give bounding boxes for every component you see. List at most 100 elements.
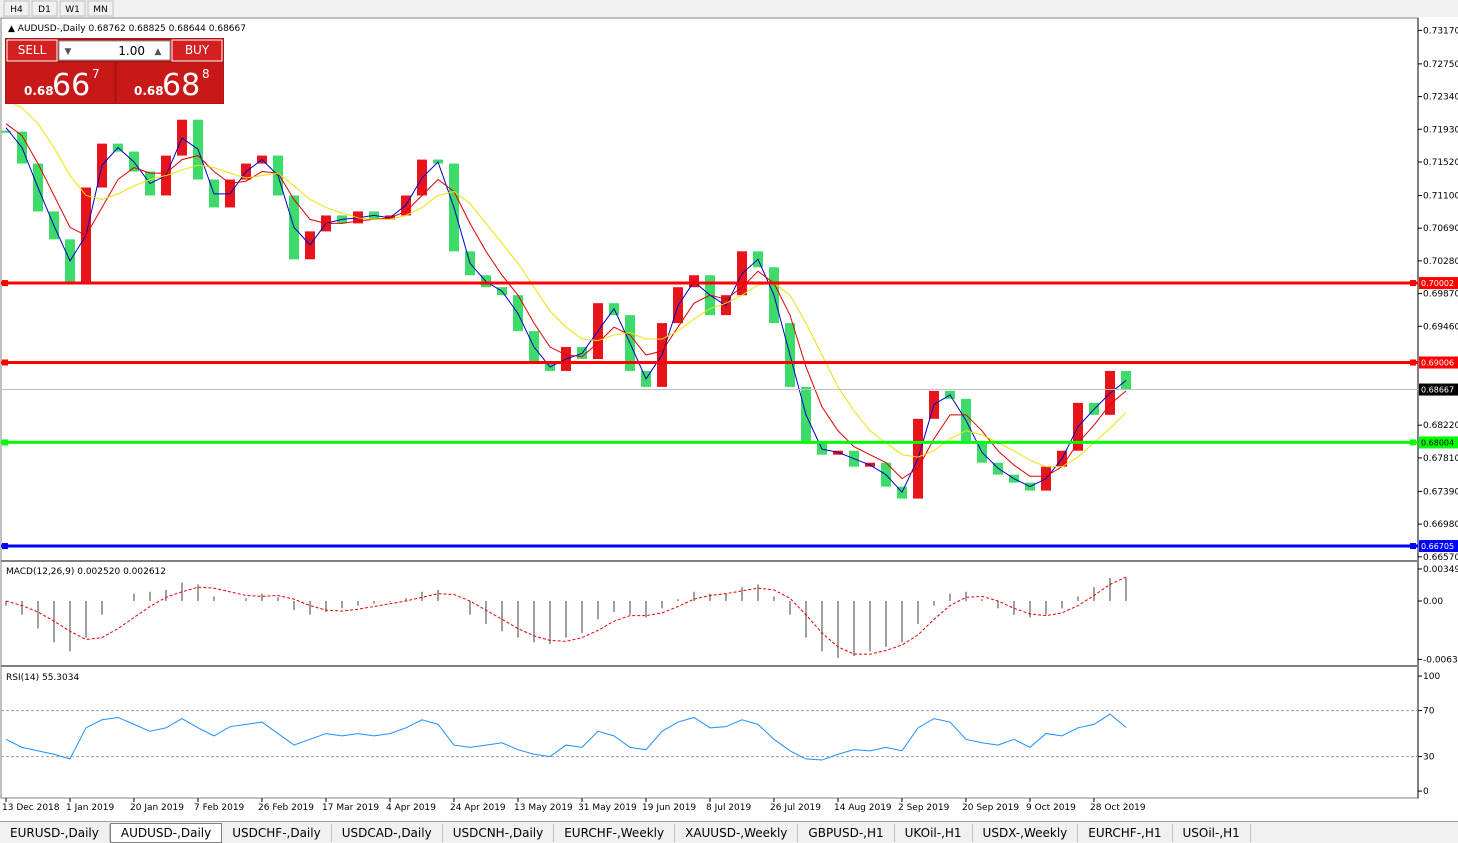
- macd-bar: [949, 593, 951, 601]
- x-tick-label: 9 Oct 2019: [1026, 803, 1076, 813]
- chart-tab[interactable]: UKOil-,H1: [895, 823, 973, 842]
- lots-value[interactable]: 1.00: [118, 44, 145, 58]
- lots-down[interactable]: ▼: [65, 47, 72, 57]
- chart-tab[interactable]: GBPUSD-,H1: [798, 823, 895, 842]
- sell-button[interactable]: [6, 39, 58, 62]
- level-handle[interactable]: [2, 280, 8, 287]
- sell-prefix: 0.68: [24, 84, 54, 98]
- macd-bar: [261, 593, 263, 601]
- y-tick-label: 0.72340: [1423, 93, 1458, 103]
- chart-tab[interactable]: USOil-,H1: [1173, 823, 1251, 842]
- candle: [1121, 370, 1131, 390]
- level-label: 0.70002: [1421, 279, 1454, 288]
- macd-bar: [5, 600, 7, 606]
- buy-point: 8: [202, 67, 210, 81]
- x-tick-label: 26 Jul 2019: [770, 803, 821, 813]
- macd-bar: [597, 600, 599, 620]
- x-tick-label: 2 Sep 2019: [898, 803, 950, 813]
- macd-bar: [1093, 587, 1095, 601]
- macd-bar: [1061, 600, 1063, 609]
- rsi-name: RSI(14): [6, 673, 39, 683]
- macd-bar: [789, 600, 791, 615]
- moving-average: [5, 99, 1127, 468]
- buy-label[interactable]: BUY: [185, 43, 210, 57]
- macd-bar: [581, 600, 583, 634]
- level-handle[interactable]: [1410, 359, 1416, 366]
- sell-price-box[interactable]: [6, 63, 114, 103]
- macd-bar: [85, 600, 87, 638]
- sell-pips: 66: [52, 68, 90, 103]
- macd-bar: [1125, 577, 1127, 601]
- macd-bar: [885, 600, 887, 647]
- timeframe-button[interactable]: [3, 0, 30, 17]
- x-tick-label: 24 Apr 2019: [450, 803, 506, 813]
- macd-bar: [613, 600, 615, 612]
- macd-signal: [5, 576, 1127, 655]
- macd-bar: [357, 600, 359, 606]
- level-handle[interactable]: [1410, 280, 1416, 287]
- macd-signal: 0.002612: [123, 567, 166, 577]
- macd-bar: [373, 600, 375, 604]
- macd-bar: [933, 600, 935, 606]
- chart-tab[interactable]: AUDUSD-,Daily: [109, 822, 223, 843]
- timeframes: H4 D1 W1 MN: [3, 0, 114, 17]
- macd-bar: [645, 600, 647, 618]
- toolbar: [0, 0, 1458, 17]
- chart-tab[interactable]: XAUUSD-,Weekly: [675, 823, 799, 842]
- rsi-pane: 100 70 30 0: [1, 672, 1440, 797]
- lots-up[interactable]: ▲: [155, 47, 162, 57]
- macd-bar: [821, 600, 823, 652]
- chart-frame: [0, 17, 1419, 799]
- level-handle[interactable]: [2, 543, 8, 550]
- macd-bar: [213, 596, 215, 601]
- timeframe-label[interactable]: W1: [65, 5, 80, 15]
- macd-bar: [901, 600, 903, 643]
- macd-bar: [325, 600, 327, 612]
- chart-tab[interactable]: USDCNH-,Daily: [443, 823, 555, 842]
- chart-tab[interactable]: USDX-,Weekly: [973, 823, 1079, 842]
- timeframe-label[interactable]: D1: [38, 5, 51, 15]
- macd-pane: 0.00349 0.00 -0.00637: [5, 565, 1458, 665]
- y-tick-label: 100: [1423, 672, 1440, 682]
- buy-price-box[interactable]: [117, 63, 223, 103]
- current-price-label: 0.68667: [1421, 386, 1454, 395]
- timeframe-label[interactable]: H4: [10, 5, 23, 15]
- lots-input[interactable]: [58, 40, 171, 61]
- level-handle[interactable]: [2, 359, 8, 366]
- sell-point: 7: [92, 67, 100, 81]
- macd-bar: [21, 600, 23, 615]
- chart-tab[interactable]: USDCHF-,Daily: [222, 823, 332, 842]
- level-handle[interactable]: [1410, 439, 1416, 446]
- x-tick-label: 20 Jan 2019: [130, 803, 184, 813]
- timeframe-button[interactable]: [31, 0, 58, 17]
- timeframe-button[interactable]: [59, 0, 86, 17]
- macd-label: MACD(12,26,9) 0.002520 0.002612: [6, 567, 166, 577]
- chart-tab[interactable]: EURCHF-,H1: [1078, 823, 1173, 842]
- level-handle[interactable]: [1410, 543, 1416, 550]
- chart-tab[interactable]: USDCAD-,Daily: [332, 823, 443, 842]
- macd-bar: [629, 600, 631, 615]
- x-tick-label: 13 May 2019: [514, 803, 573, 813]
- trade-panel: SELL ▼ ▲ 1.00 BUY 0.68 66 7 0.68 68 8: [5, 38, 224, 104]
- buy-button[interactable]: [171, 39, 223, 62]
- y-tick-label: 70: [1423, 707, 1435, 717]
- macd-bar: [773, 596, 775, 601]
- level-tag: [1419, 277, 1458, 290]
- timeframe-label[interactable]: MN: [93, 5, 108, 15]
- macd-bar: [805, 600, 807, 638]
- x-tick-label: 13 Dec 2018: [2, 803, 60, 813]
- y-tick-label: 0.66570: [1423, 553, 1458, 563]
- macd-bar: [549, 600, 551, 645]
- y-tick-label: 0.68220: [1423, 421, 1458, 431]
- y-tick-label: 30: [1423, 753, 1435, 763]
- x-tick-label: 17 Mar 2019: [322, 803, 379, 813]
- macd-bar: [533, 600, 535, 643]
- sell-label[interactable]: SELL: [18, 43, 47, 57]
- macd-bar: [309, 600, 311, 615]
- main-pane: 0.73170 0.72750 0.72340 0.71930 0.71520 0.711…: [1, 26, 1458, 563]
- macd-bar: [965, 591, 967, 601]
- level-handle[interactable]: [2, 439, 8, 446]
- chart-tab[interactable]: EURUSD-,Daily: [0, 823, 110, 842]
- timeframe-button[interactable]: [87, 0, 114, 17]
- chart-tab[interactable]: EURCHF-,Weekly: [554, 823, 676, 842]
